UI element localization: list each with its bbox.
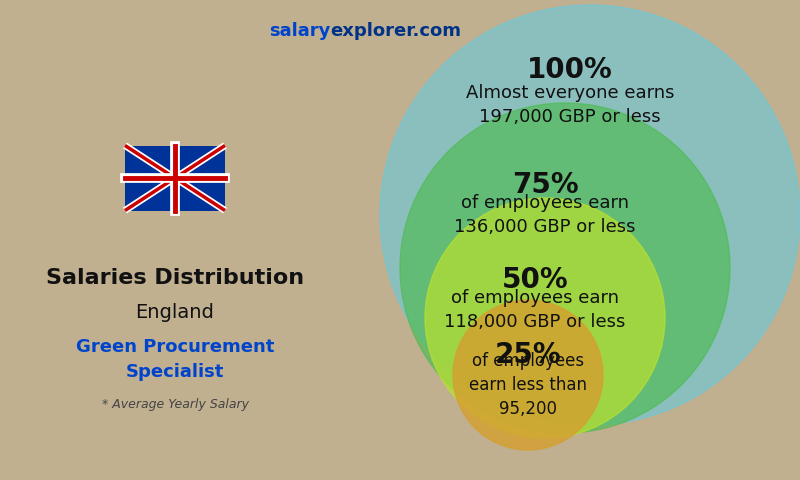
Text: explorer.com: explorer.com (330, 22, 461, 40)
Text: Almost everyone earns
197,000 GBP or less: Almost everyone earns 197,000 GBP or les… (466, 84, 674, 126)
Text: 25%: 25% (494, 341, 562, 369)
Circle shape (425, 198, 665, 438)
Text: * Average Yearly Salary: * Average Yearly Salary (102, 398, 249, 411)
Text: 50%: 50% (502, 266, 568, 294)
Text: 100%: 100% (527, 56, 613, 84)
Circle shape (400, 103, 730, 433)
Text: salary: salary (269, 22, 330, 40)
Text: 75%: 75% (512, 171, 578, 199)
Text: Green Procurement
Specialist: Green Procurement Specialist (76, 338, 274, 381)
Bar (125, 145, 225, 211)
Text: England: England (135, 303, 214, 322)
Circle shape (380, 5, 800, 425)
Text: of employees earn
118,000 GBP or less: of employees earn 118,000 GBP or less (444, 289, 626, 331)
Text: Salaries Distribution: Salaries Distribution (46, 268, 304, 288)
Circle shape (453, 300, 603, 450)
Text: of employees earn
136,000 GBP or less: of employees earn 136,000 GBP or less (454, 194, 636, 236)
Text: of employees
earn less than
95,200: of employees earn less than 95,200 (469, 352, 587, 418)
